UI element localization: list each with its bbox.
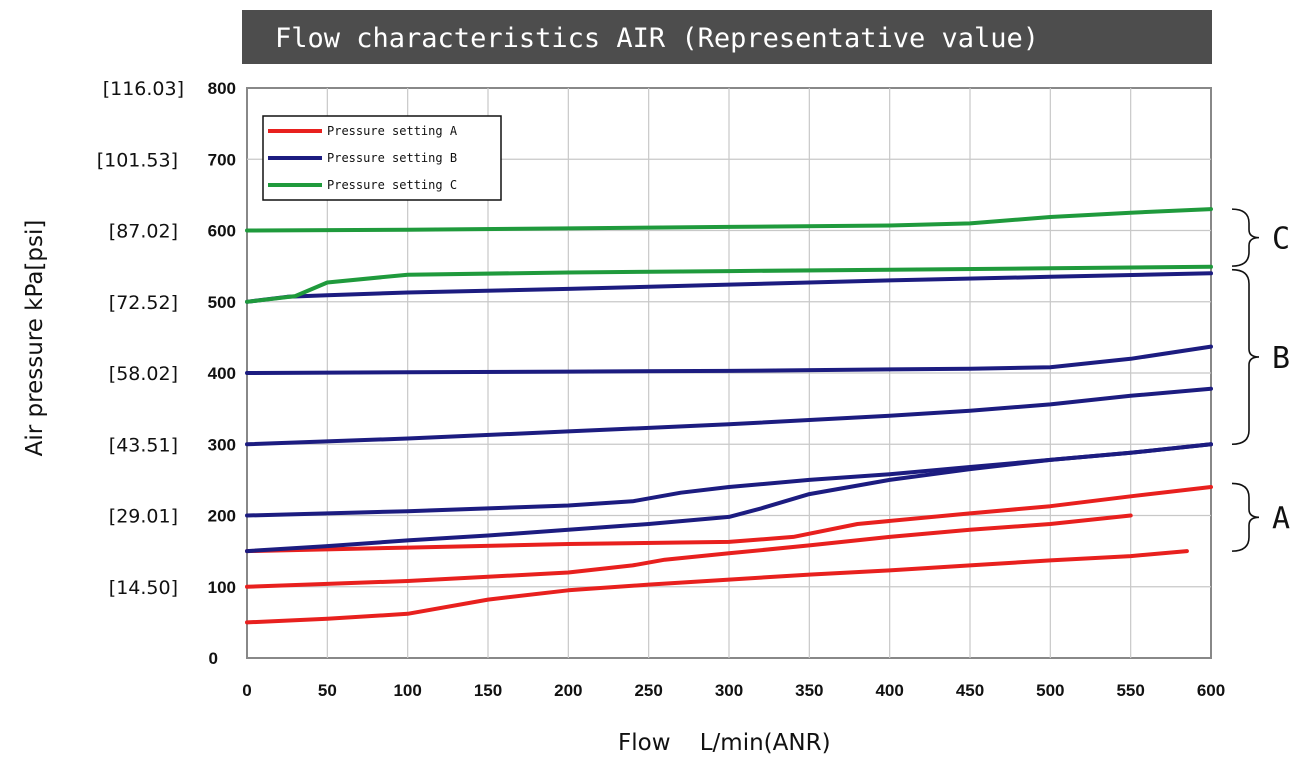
y-tick-label: 800 (208, 79, 236, 98)
y-axis-label: Air pressure kPa[psi] (22, 220, 48, 457)
legend-label-a: Pressure setting A (327, 124, 458, 138)
x-axis-ticks: 0 50 100 150 200 250 300 350 400 450 500 550 600 (242, 681, 1225, 700)
y-psi-label: [72.52] (109, 292, 178, 314)
bracket-label-a: A (1272, 501, 1290, 536)
group-brackets: C B A (1231, 208, 1290, 552)
y-tick-label: 400 (208, 364, 236, 383)
y-psi-label: [29.01] (109, 506, 178, 528)
series-line-b (245, 271, 1213, 304)
bracket-label-c: C (1272, 222, 1290, 257)
y-tick-label: 500 (208, 293, 236, 312)
x-tick-label: 350 (795, 681, 823, 700)
legend: Pressure setting A Pressure setting B Pr… (262, 115, 502, 201)
series-line-c (245, 207, 1213, 233)
x-tick-label: 150 (474, 681, 502, 700)
y-tick-label: 0 (209, 649, 218, 668)
series-line-b (245, 442, 1213, 518)
y-psi-label: [58.02] (109, 363, 178, 385)
legend-label-c: Pressure setting C (327, 178, 457, 192)
y-tick-label: 700 (208, 150, 236, 169)
series-line-c (245, 264, 1213, 304)
series-line-b (245, 344, 1213, 375)
x-tick-label: 550 (1116, 681, 1144, 700)
series-line-a (245, 549, 1189, 625)
x-tick-label: 100 (393, 681, 421, 700)
y-psi-label: [101.53] (97, 149, 178, 171)
x-tick-label: 500 (1036, 681, 1064, 700)
x-tick-label: 50 (318, 681, 337, 700)
series-line-a (245, 485, 1213, 554)
x-tick-label: 250 (634, 681, 662, 700)
y-axis-psi-labels: [14.50] [29.01] [43.51] [58.02] [72.52] [87.0… (97, 78, 184, 599)
x-axis-label: Flow L/min(ANR) (618, 730, 831, 756)
y-tick-label: 600 (208, 222, 236, 241)
y-tick-label: 300 (208, 435, 236, 454)
chart-title: Flow characteristics AIR (Representative… (275, 23, 1039, 54)
y-tick-label: 200 (208, 507, 236, 526)
y-psi-label: [14.50] (109, 577, 178, 599)
title-bar (242, 10, 1212, 64)
y-psi-label: [87.02] (109, 221, 178, 243)
bracket-label-b: B (1272, 341, 1290, 376)
y-psi-label: [43.51] (109, 434, 178, 456)
bracket-b (1231, 268, 1260, 446)
y-psi-label: [116.03] (103, 78, 184, 100)
legend-label-b: Pressure setting B (327, 151, 457, 165)
x-tick-label: 300 (715, 681, 743, 700)
y-axis-ticks: 0 100 200 300 400 500 600 700 800 (208, 79, 236, 668)
x-tick-label: 400 (875, 681, 903, 700)
y-tick-label: 100 (208, 578, 236, 597)
x-tick-label: 600 (1197, 681, 1225, 700)
series-line-b (245, 386, 1213, 447)
x-tick-label: 450 (956, 681, 984, 700)
bracket-a (1231, 482, 1260, 552)
series-layer (245, 207, 1213, 625)
x-tick-label: 0 (242, 681, 251, 700)
series-line-a (245, 513, 1133, 589)
bracket-c (1231, 208, 1260, 267)
x-tick-label: 200 (554, 681, 582, 700)
